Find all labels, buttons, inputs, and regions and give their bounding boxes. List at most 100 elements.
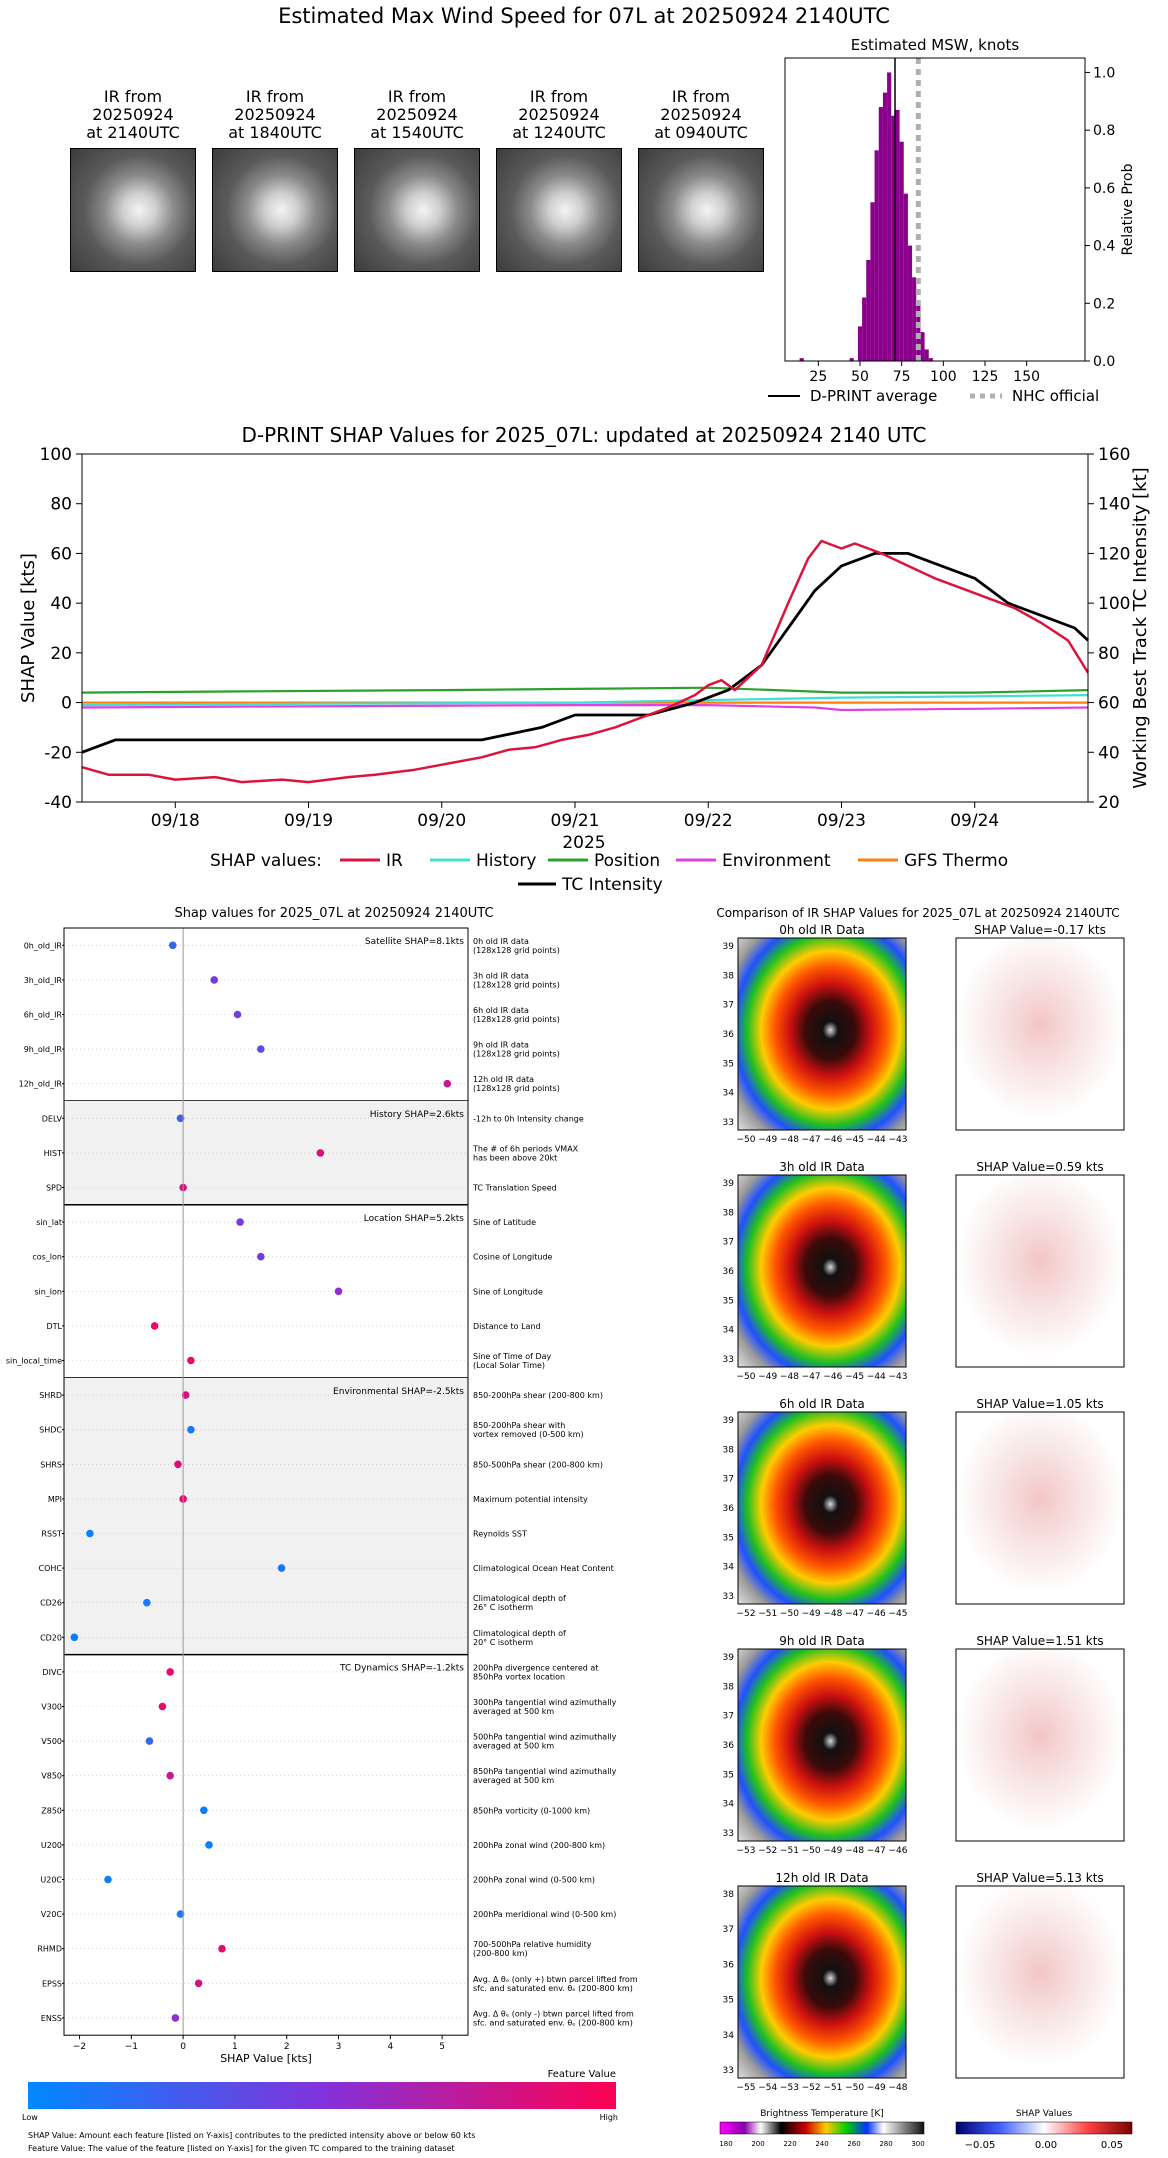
bt-tick-label: 240 (815, 2140, 828, 2148)
histogram-bar (857, 326, 863, 361)
ir-panel-image (737, 1174, 907, 1368)
ir-y-tick-label: 35 (723, 1996, 734, 2006)
feature-name: 12h_old_IR (19, 1080, 63, 1089)
thumbnail-label-line: 20250924 (92, 105, 174, 124)
series-line-environment (81, 704, 1089, 712)
feature-description: 850-200hPa shear (200-800 km) (473, 1391, 603, 1400)
ir-y-tick-label: 39 (723, 1416, 735, 1426)
ir-y-tick-label: 38 (723, 971, 735, 981)
ir-x-tick-label: −48 (780, 1135, 799, 1145)
thumbnail-label-line: at 1240UTC (512, 123, 606, 142)
ir-y-tick-label: 35 (723, 1296, 734, 1306)
shap-panel-title: SHAP Value=1.51 kts (976, 1634, 1103, 1648)
feature-point (187, 1356, 195, 1365)
feature-description: Distance to Land (473, 1322, 541, 1331)
feature-description: Climatological depth of (473, 1594, 566, 1603)
x-tick-label: −1 (125, 2042, 138, 2052)
ir-y-tick-label: 38 (723, 1445, 735, 1455)
ir-x-tick-label: −51 (758, 1609, 777, 1619)
ir-y-tick-label: 33 (723, 1592, 734, 1602)
feature-description: Sine of Longitude (473, 1287, 543, 1296)
feature-description: averaged at 500 km (473, 1707, 554, 1716)
ir-y-tick-label: 38 (723, 1208, 735, 1218)
histogram-bar (928, 358, 933, 361)
feature-name: ENSS (41, 2014, 62, 2023)
ir-y-tick-label: 37 (723, 1475, 734, 1485)
feature-description: has been above 20kt (473, 1153, 557, 1162)
feature-description: Avg. Δ θₑ (only -) btwn parcel lifted fr… (473, 2009, 634, 2018)
x-tick-label: 3 (336, 2042, 342, 2052)
colorbar-bar (28, 2082, 616, 2109)
ir-y-tick-label: 37 (723, 1925, 734, 1935)
ir-y-tick-label: 34 (723, 1563, 735, 1573)
series-line-history (81, 694, 1089, 707)
y-tick-label: 20 (50, 644, 72, 664)
shap-panel-image (955, 1174, 1125, 1368)
ir-x-tick-label: −52 (802, 2083, 821, 2093)
y-tick-label: 100 (40, 445, 72, 465)
ir-thumbnail-image (638, 148, 764, 272)
y-tick-label: 80 (50, 495, 72, 515)
ir-x-tick-label: −49 (802, 1609, 821, 1619)
thumbnail-label: IR from 20250924 at 1240UTC (496, 88, 622, 142)
ir-y-tick-label: 36 (723, 1741, 735, 1751)
y-tick-label: 0.6 (1093, 181, 1115, 197)
feature-description: 3h old IR data (473, 971, 529, 980)
feature-point (257, 1045, 265, 1053)
ir-x-tick-label: −52 (758, 1846, 777, 1856)
ir-x-tick-label: −44 (867, 1372, 886, 1382)
histogram-bar (878, 107, 883, 361)
feature-description: 850-500hPa shear (200-800 km) (473, 1460, 603, 1469)
histogram-bar (895, 109, 900, 361)
legend-nhc-label: NHC official (1012, 387, 1099, 405)
shap-panel-image (955, 1885, 1125, 2079)
y-tick-label: 1.0 (1093, 65, 1115, 81)
histogram-bar (862, 297, 867, 361)
feature-name: V500 (41, 1737, 62, 1746)
feature-description: Sine of Time of Day (473, 1352, 552, 1361)
bt-tick-label: 200 (751, 2140, 764, 2148)
feature-name: RSST (41, 1530, 62, 1539)
feature-point (166, 1668, 174, 1676)
feature-chart-title: Shap values for 2025_07L at 20250924 214… (174, 906, 493, 921)
feature-name: Z850 (41, 1806, 62, 1815)
bt-tick-label: 280 (879, 2140, 892, 2148)
histogram-bar (899, 141, 904, 361)
ir-x-tick-label: −46 (867, 1609, 886, 1619)
ir-x-tick-label: −49 (823, 1846, 842, 1856)
histogram-bar (924, 349, 929, 361)
feature-description: 850-200hPa shear with (473, 1421, 565, 1430)
x-tick-label: 100 (930, 369, 957, 385)
feature-description: (200-800 km) (473, 1949, 528, 1958)
ir-y-tick-label: 33 (723, 2066, 734, 2076)
ir-y-tick-label: 36 (723, 1030, 735, 1040)
ir-panel-title: 6h old IR Data (779, 1397, 865, 1411)
x-tick-label: 150 (1013, 369, 1040, 385)
ir-y-tick-label: 38 (723, 1682, 735, 1692)
feature-description: 500hPa tangential wind azimuthally (473, 1733, 617, 1742)
ir-thumbnail-image (212, 148, 338, 272)
thumbnail-label-line: at 1840UTC (228, 123, 322, 142)
legend-label: Environment (722, 851, 831, 871)
bt-tick-label: 180 (719, 2140, 732, 2148)
feature-name: SHDC (39, 1426, 62, 1435)
feature-point (176, 1114, 185, 1123)
ir-x-tick-label: −51 (823, 2083, 842, 2093)
y-tick-label: 60 (50, 544, 72, 564)
bt-tick-label: 260 (847, 2140, 860, 2148)
x-tick-label: −2 (73, 2042, 86, 2052)
feature-point (194, 1979, 203, 1988)
footnote-shap: SHAP Value: Amount each feature [listed … (28, 2131, 475, 2140)
legend-label: IR (386, 851, 403, 871)
histogram-bar (799, 358, 804, 361)
feature-description: 850hPa tangential wind azimuthally (473, 1767, 617, 1776)
feature-description: vortex removed (0-500 km) (473, 1430, 584, 1439)
series-line-tc-intensity (81, 551, 1089, 754)
feature-point (181, 1391, 190, 1399)
bt-colorbar (719, 2121, 925, 2135)
feature-description: 26° C isotherm (473, 1603, 533, 1612)
ir-y-tick-label: 39 (723, 942, 735, 952)
feature-chart-frame (63, 927, 469, 2036)
thumbnail-label: IR from 20250924 at 1840UTC (212, 88, 338, 142)
feature-description: 850hPa vorticity (0-1000 km) (473, 1806, 590, 1815)
